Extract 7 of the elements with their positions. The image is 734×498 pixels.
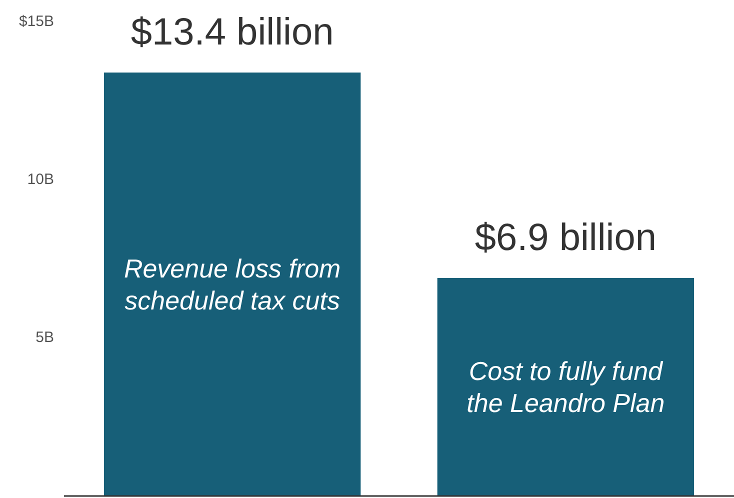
x-tick-label: Revenue loss from scheduled tax cuts xyxy=(124,253,341,316)
y-tick-label: $15B xyxy=(18,12,54,30)
data-label: $13.4 billion xyxy=(130,12,334,54)
y-tick-label: 5B xyxy=(36,328,54,346)
y-tick-label: 10B xyxy=(27,170,54,188)
data-label: $6.9 billion xyxy=(474,216,657,259)
x-tick-label: Cost to fully fund the Leandro Plan xyxy=(466,356,665,418)
